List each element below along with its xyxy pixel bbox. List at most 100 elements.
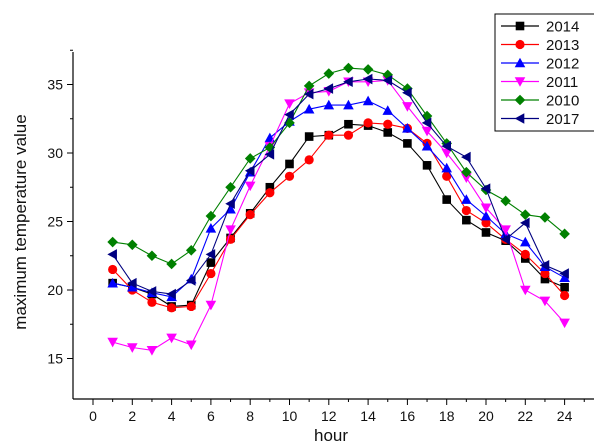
data-point-2012 <box>480 210 492 221</box>
y-tick-label: 20 <box>47 282 63 298</box>
data-point-2010 <box>303 80 315 92</box>
data-point-2013 <box>481 218 491 228</box>
data-point-2010 <box>343 62 354 74</box>
data-point-2017 <box>520 217 530 229</box>
data-point-2010 <box>559 228 570 240</box>
data-point-2012 <box>559 272 570 282</box>
data-point-2011 <box>205 300 217 311</box>
data-point-2013 <box>304 155 314 165</box>
data-point-2013 <box>520 249 530 259</box>
data-point-2017 <box>205 249 216 260</box>
data-point-2011 <box>185 340 197 351</box>
x-tick-label: 6 <box>207 408 215 424</box>
data-point-2010 <box>244 153 256 164</box>
data-point-2010 <box>205 210 217 222</box>
data-point-2014 <box>403 139 412 148</box>
data-point-2010 <box>146 250 158 262</box>
data-point-2010 <box>225 181 236 193</box>
data-point-2017 <box>264 149 275 160</box>
data-point-2014 <box>540 274 550 284</box>
data-point-2017 <box>461 151 471 163</box>
data-point-2017 <box>146 286 157 297</box>
data-point-2013 <box>324 130 334 140</box>
data-point-2013 <box>343 130 354 140</box>
data-point-2011 <box>500 225 511 236</box>
x-tick-label: 18 <box>439 408 455 424</box>
data-point-2013 <box>245 210 255 220</box>
x-tick-label: 0 <box>89 408 97 424</box>
data-point-2017 <box>166 288 176 300</box>
data-point-2011 <box>461 173 472 183</box>
x-tick-label: 2 <box>128 408 136 424</box>
data-point-2010 <box>323 68 335 79</box>
data-point-2017 <box>421 117 432 129</box>
data-point-2013 <box>147 297 157 307</box>
data-point-2014 <box>442 195 451 204</box>
data-point-2011 <box>284 99 295 109</box>
data-point-2012 <box>402 123 413 133</box>
data-point-2012 <box>127 281 138 292</box>
data-point-2011 <box>402 102 413 112</box>
data-point-2014 <box>383 128 393 137</box>
data-point-2013 <box>265 188 275 198</box>
data-point-2011 <box>166 333 177 344</box>
data-point-2010 <box>520 209 531 220</box>
y-tick-label: 35 <box>47 77 63 93</box>
data-point-2014 <box>304 132 314 141</box>
data-point-2012 <box>382 105 394 115</box>
data-point-2010 <box>539 212 551 223</box>
x-tick-label: 22 <box>518 408 534 424</box>
data-point-2013 <box>560 290 570 301</box>
data-point-2011 <box>146 345 158 356</box>
data-point-2017 <box>441 140 451 152</box>
data-point-2017 <box>382 75 393 86</box>
data-point-2012 <box>323 99 335 110</box>
x-tick-label: 10 <box>282 408 298 424</box>
data-point-2012 <box>461 194 472 204</box>
data-point-2010 <box>264 142 276 153</box>
legend-label-2017: 2017 <box>546 111 579 128</box>
data-point-2013 <box>186 301 196 312</box>
data-point-2011 <box>421 126 433 137</box>
x-tick-label: 14 <box>360 408 376 424</box>
legend-label-2014: 2014 <box>546 19 579 36</box>
data-point-2014 <box>462 215 471 225</box>
x-axis-title: hour <box>314 426 348 445</box>
y-axis-title: maximum temperature value <box>11 114 30 329</box>
data-point-2010 <box>107 236 118 248</box>
data-point-2013 <box>206 268 216 279</box>
data-point-2013 <box>284 171 295 181</box>
data-point-2013 <box>461 205 471 216</box>
data-point-2017 <box>284 109 294 120</box>
data-point-2012 <box>520 236 531 247</box>
data-point-2017 <box>127 277 137 289</box>
data-point-2017 <box>303 88 314 100</box>
data-point-2012 <box>343 99 354 110</box>
data-point-2011 <box>127 343 138 353</box>
data-point-2017 <box>402 87 412 99</box>
data-point-2013 <box>108 264 118 275</box>
x-tick-label: 8 <box>246 408 254 424</box>
data-point-2010 <box>166 258 177 270</box>
legend-marker-2017 <box>514 113 525 124</box>
y-tick-label: 15 <box>47 351 63 367</box>
legend-marker-2014 <box>515 21 525 31</box>
plot-area <box>107 62 570 356</box>
data-point-2014 <box>265 182 275 192</box>
data-point-2011 <box>107 337 118 348</box>
data-point-2011 <box>244 181 256 192</box>
data-point-2011 <box>559 318 570 329</box>
data-point-2017 <box>500 234 510 245</box>
data-point-2011 <box>225 225 236 236</box>
data-point-2017 <box>362 73 373 85</box>
data-point-2017 <box>559 268 569 279</box>
x-tick-label: 16 <box>400 408 416 424</box>
data-point-2017 <box>539 260 550 271</box>
data-point-2012 <box>205 223 217 233</box>
data-point-2011 <box>480 203 492 214</box>
x-tick-label: 24 <box>557 408 573 424</box>
data-point-2017 <box>244 165 255 177</box>
data-point-2014 <box>285 159 294 169</box>
